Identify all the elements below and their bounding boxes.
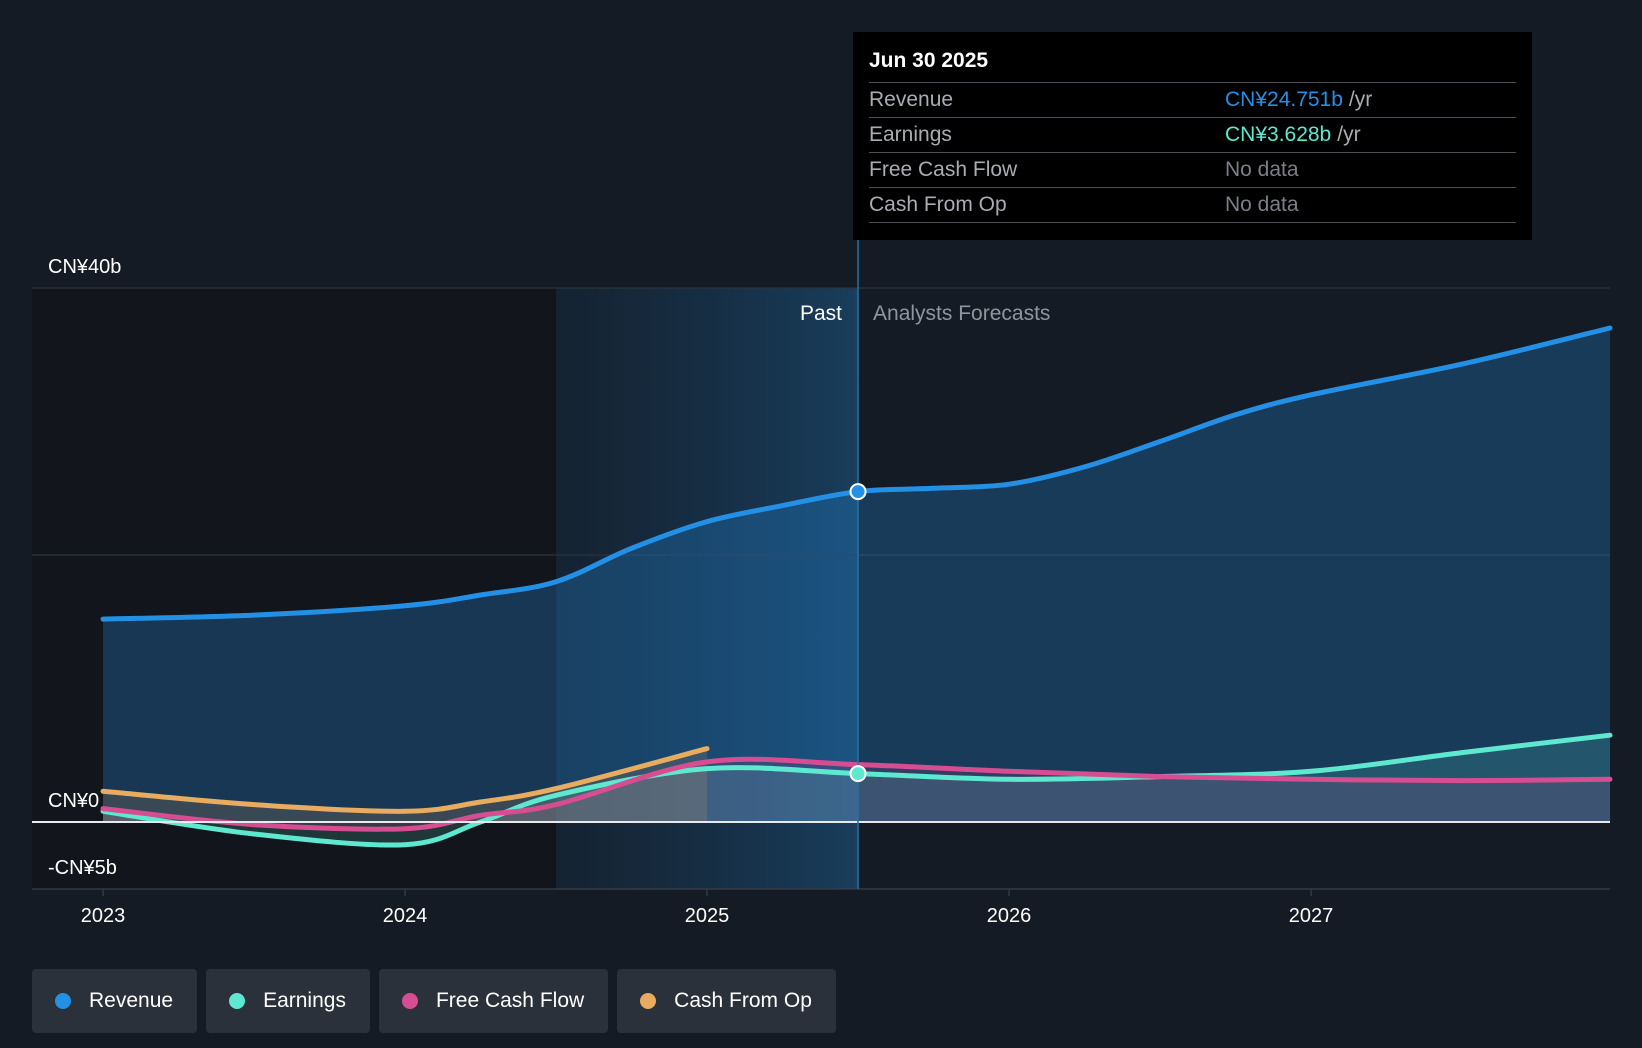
series-area xyxy=(103,328,1610,822)
chart: CN¥40b CN¥0 -CN¥5b 2023 2024 2025 2026 2027 Pa… xyxy=(32,240,1613,927)
legend: Revenue Earnings Free Cash Flow Cash Fro… xyxy=(32,969,836,1033)
tooltip-label: Earnings xyxy=(869,123,952,146)
revenue-dot-icon xyxy=(55,993,71,1009)
tooltip-date: Jun 30 2025 xyxy=(869,46,1516,83)
legend-item-free-cash-flow[interactable]: Free Cash Flow xyxy=(378,969,609,1033)
y-axis: CN¥40b CN¥0 -CN¥5b xyxy=(48,256,121,879)
legend-item-earnings[interactable]: Earnings xyxy=(206,969,370,1033)
x-tick-label: 2024 xyxy=(383,905,428,927)
legend-item-cash-from-op[interactable]: Cash From Op xyxy=(617,969,836,1033)
highlight-point xyxy=(849,483,867,501)
tooltip: Jun 30 2025 Revenue CN¥24.751b /yr Earni… xyxy=(853,32,1532,240)
past-label: Past xyxy=(800,302,842,325)
tooltip-label: Free Cash Flow xyxy=(869,158,1018,181)
free-cash-flow-dot-icon xyxy=(401,993,418,1009)
legend-label: Free Cash Flow xyxy=(435,989,585,1012)
y-tick-label: CN¥40b xyxy=(48,256,121,278)
x-tick-label: 2027 xyxy=(1289,905,1334,927)
x-axis: 2023 2024 2025 2026 2027 xyxy=(81,889,1333,927)
tooltip-label: Revenue xyxy=(869,88,954,111)
tooltip-unit: /yr xyxy=(1337,123,1361,146)
legend-label: Cash From Op xyxy=(674,989,812,1012)
x-tick-label: 2023 xyxy=(81,905,126,927)
grid xyxy=(32,287,1610,890)
series-line xyxy=(100,746,710,814)
highlight-point xyxy=(849,765,867,783)
tooltip-value: CN¥24.751b xyxy=(1225,88,1343,111)
legend-label: Revenue xyxy=(89,989,174,1012)
tooltip-row-earnings: Earnings CN¥3.628b /yr xyxy=(869,118,1516,153)
y-tick-label: CN¥0 xyxy=(48,790,99,812)
series-area xyxy=(103,759,1610,830)
legend-item-revenue[interactable]: Revenue xyxy=(32,969,198,1033)
x-tick-label: 2026 xyxy=(987,905,1032,927)
series-area xyxy=(103,735,1610,846)
legend-label: Earnings xyxy=(263,989,346,1012)
y-tick-label: -CN¥5b xyxy=(48,857,117,879)
series-line xyxy=(100,756,1613,832)
series-line xyxy=(100,732,1613,848)
tooltip-unit: /yr xyxy=(1348,88,1373,111)
forecast-label: Analysts Forecasts xyxy=(873,302,1050,325)
tooltip-value: No data xyxy=(1225,193,1299,216)
cash-from-op-dot-icon xyxy=(640,993,657,1009)
tooltip-value: CN¥3.628b xyxy=(1225,123,1332,146)
earnings-dot-icon xyxy=(229,993,246,1009)
tooltip-label: Cash From Op xyxy=(869,193,1007,216)
highlight-markers xyxy=(849,483,867,783)
x-tick-label: 2025 xyxy=(685,905,730,927)
tooltip-row-fcf: Free Cash Flow No data xyxy=(869,153,1516,188)
tooltip-row-revenue: Revenue CN¥24.751b /yr xyxy=(869,83,1516,118)
tooltip-value: No data xyxy=(1225,158,1299,181)
tooltip-row-cfo: Cash From Op No data xyxy=(869,188,1516,223)
